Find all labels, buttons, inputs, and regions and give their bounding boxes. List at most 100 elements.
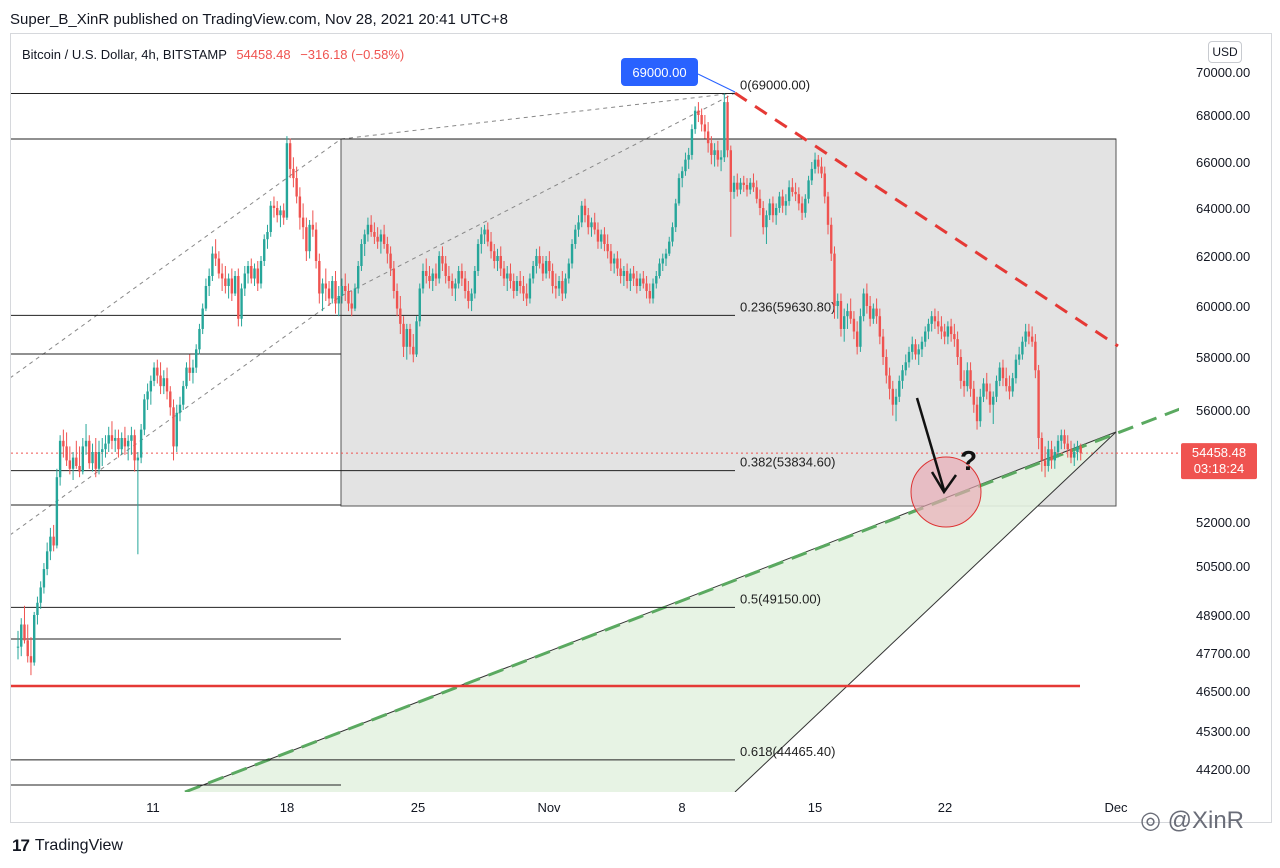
candle-body	[204, 286, 208, 309]
candle-body	[885, 357, 888, 376]
candle-body	[75, 457, 78, 466]
candle-body	[399, 308, 402, 324]
candle-body	[583, 205, 587, 216]
candle-body	[872, 308, 875, 319]
candle-body	[499, 256, 502, 269]
candle-body	[237, 276, 240, 319]
candle-body	[110, 435, 114, 441]
candle-body	[781, 196, 784, 206]
candle-body	[959, 357, 963, 381]
candle-body	[1060, 435, 1063, 441]
candle-body	[431, 273, 434, 281]
candle-body	[703, 124, 707, 132]
candle-body	[78, 466, 81, 472]
x-tick-label: 22	[938, 800, 952, 815]
fib-label-0.618: 0.618(44465.40)	[740, 744, 835, 759]
candle-body	[846, 311, 849, 317]
candle-body	[211, 253, 214, 276]
highlight-circle	[910, 456, 982, 528]
candle-body	[39, 587, 42, 603]
x-tick-label: 25	[411, 800, 425, 815]
candle-body	[282, 210, 285, 218]
candle-body	[159, 375, 162, 387]
candle-body	[331, 281, 334, 299]
candle-body	[894, 396, 898, 405]
candle-body	[823, 173, 826, 197]
candle-body	[914, 344, 917, 355]
candle-body	[191, 367, 195, 373]
candle-body	[797, 194, 801, 204]
candle-body	[373, 232, 376, 237]
candle-body	[716, 150, 720, 160]
last-price: 54458.48	[236, 47, 291, 62]
candle-body	[826, 196, 830, 225]
candle-body	[956, 339, 959, 357]
candle-body	[233, 276, 237, 294]
candle-body	[344, 286, 347, 291]
candle-body	[42, 569, 46, 588]
candle-body	[554, 286, 558, 289]
candle-body	[457, 271, 460, 284]
candle-body	[1014, 359, 1018, 379]
candle-body	[862, 293, 865, 317]
candle-body	[97, 452, 101, 469]
candle-body	[888, 375, 891, 389]
candle-body	[81, 446, 84, 472]
candle-body	[713, 150, 716, 155]
candle-body	[473, 271, 477, 294]
candle-body	[434, 273, 438, 279]
question-mark: ?	[960, 445, 977, 476]
candle-body	[65, 446, 68, 461]
candle-body	[616, 258, 619, 269]
candle-body	[697, 110, 700, 115]
y-tick-label: 45300.00	[1196, 724, 1250, 739]
candle-body	[619, 268, 622, 276]
high-marker-connector	[697, 73, 736, 93]
candle-body	[632, 273, 635, 279]
candle-body	[992, 396, 995, 405]
candle-body	[230, 278, 234, 294]
candle-body	[493, 251, 496, 261]
wedge-dashed-line	[184, 407, 1179, 792]
candle-body	[84, 440, 88, 447]
candle-body	[774, 208, 778, 216]
publisher-line: Super_B_XinR published on TradingView.co…	[10, 11, 508, 28]
y-tick-label: 68000.00	[1196, 108, 1250, 123]
tradingview-logo[interactable]: 17 TradingView	[12, 836, 123, 856]
candle-body	[120, 438, 123, 450]
candle-body	[658, 263, 661, 276]
candle-body	[288, 143, 292, 169]
candle-body	[402, 323, 405, 347]
x-tick-label: Dec	[1104, 800, 1128, 815]
candle-body	[865, 293, 869, 306]
candle-body	[94, 452, 97, 469]
candle-body	[133, 435, 136, 461]
candle-body	[126, 440, 130, 447]
chart-frame	[10, 33, 1272, 823]
candle-body	[531, 266, 535, 279]
candle-body	[684, 159, 687, 172]
candle-body	[1050, 449, 1053, 461]
candle-body	[146, 391, 149, 400]
candle-body	[467, 291, 470, 301]
candle-body	[318, 261, 321, 294]
candle-body	[515, 281, 519, 291]
fib-label-0.382: 0.382(53834.60)	[740, 455, 835, 470]
candle-body	[723, 102, 726, 158]
candle-body	[188, 367, 191, 373]
candle-body	[207, 276, 211, 286]
candle-body	[33, 615, 36, 663]
currency-button[interactable]: USD	[1208, 41, 1242, 63]
candle-body	[509, 273, 512, 281]
candle-body	[778, 196, 781, 208]
candle-body	[638, 278, 642, 286]
candle-body	[661, 258, 664, 264]
candle-body	[762, 208, 765, 228]
candle-body	[23, 624, 26, 641]
candle-body	[525, 293, 528, 299]
candle-body	[982, 383, 985, 397]
y-tick-label: 56000.00	[1196, 403, 1250, 418]
candle-body	[259, 261, 263, 284]
candle-body	[1017, 354, 1021, 360]
